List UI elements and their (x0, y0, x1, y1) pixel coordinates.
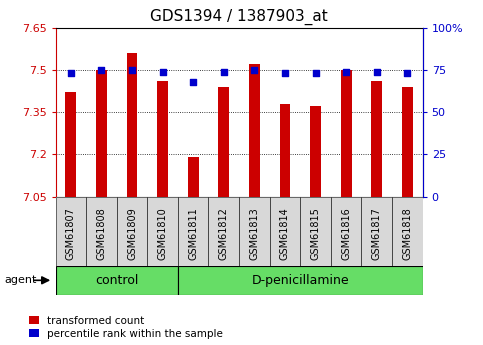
Point (159, 69, 167, 74)
Point (281, 70, 289, 76)
Point (251, 67, 258, 72)
Bar (178, 266, 423, 295)
Bar (56, 266, 178, 295)
Point (189, 79, 197, 85)
Point (67, 70, 75, 76)
Point (403, 70, 411, 76)
Bar (157, 81, 168, 197)
Text: GSM61815: GSM61815 (311, 207, 321, 260)
Text: GSM61818: GSM61818 (402, 207, 412, 260)
Text: GSM61809: GSM61809 (127, 207, 137, 260)
Bar (341, 70, 352, 197)
Bar (392, 197, 423, 266)
Text: GSM61814: GSM61814 (280, 207, 290, 260)
Text: control: control (95, 274, 139, 287)
Bar (127, 53, 137, 197)
Bar (96, 70, 107, 197)
Bar (218, 87, 229, 197)
Bar (371, 81, 382, 197)
Legend: transformed count, percentile rank within the sample: transformed count, percentile rank withi… (29, 316, 223, 339)
Bar (361, 197, 392, 266)
Bar (331, 197, 361, 266)
Text: GSM61813: GSM61813 (249, 207, 259, 260)
Bar (280, 104, 290, 197)
Bar (188, 157, 199, 197)
Bar (310, 107, 321, 197)
Bar (147, 197, 178, 266)
Text: GSM61808: GSM61808 (97, 207, 106, 260)
Text: D-penicillamine: D-penicillamine (252, 274, 349, 287)
Bar (209, 197, 239, 266)
Point (220, 69, 227, 74)
Point (312, 70, 319, 76)
Text: agent: agent (5, 275, 37, 285)
Bar (178, 197, 209, 266)
Bar (86, 197, 117, 266)
Text: GSM61810: GSM61810 (157, 207, 168, 260)
Bar (270, 197, 300, 266)
Bar (239, 197, 270, 266)
Title: GDS1394 / 1387903_at: GDS1394 / 1387903_at (150, 9, 328, 25)
Bar (402, 87, 412, 197)
Point (373, 69, 381, 74)
Point (342, 69, 350, 74)
Text: GSM61817: GSM61817 (372, 207, 382, 260)
Bar (66, 92, 76, 197)
Text: GSM61812: GSM61812 (219, 207, 229, 260)
Text: GSM61816: GSM61816 (341, 207, 351, 260)
Point (128, 67, 136, 72)
Bar (117, 197, 147, 266)
Text: GSM61807: GSM61807 (66, 207, 76, 260)
Point (98, 67, 105, 72)
Bar (249, 64, 260, 197)
Bar (300, 197, 331, 266)
Bar (56, 197, 86, 266)
Text: GSM61811: GSM61811 (188, 207, 198, 260)
